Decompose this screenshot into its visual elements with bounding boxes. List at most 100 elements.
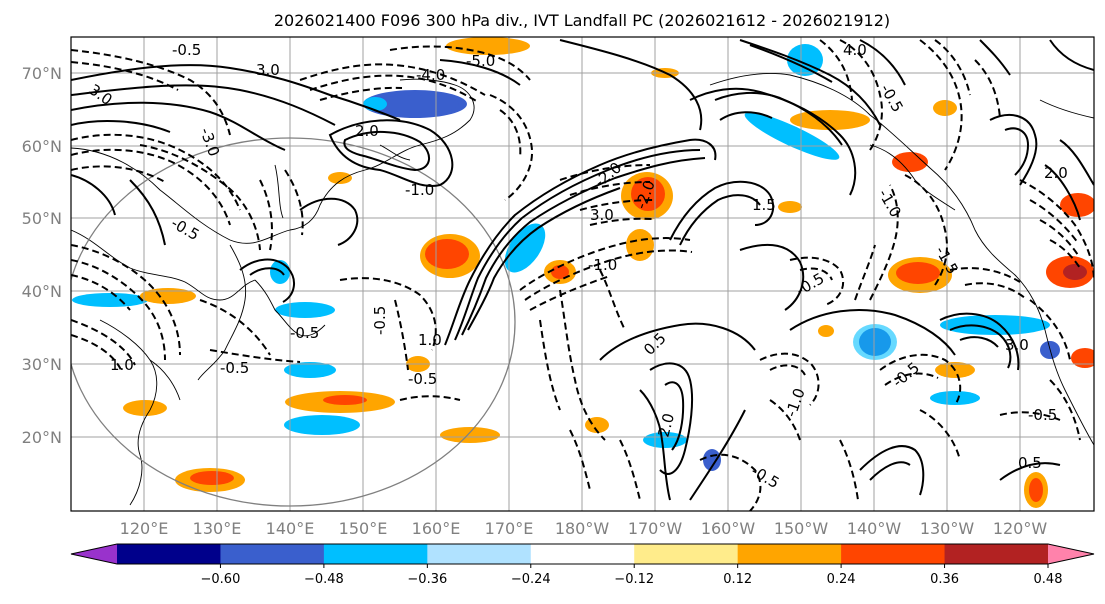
shade-patch — [284, 362, 336, 378]
shade-patch — [1063, 264, 1087, 280]
contour-label: 1.0 — [110, 356, 134, 374]
shade-patch — [1029, 478, 1043, 502]
contour-label: 1.5 — [752, 196, 776, 214]
contour-label: -5.0 — [466, 52, 495, 70]
colorbar-tick-label: −0.24 — [511, 572, 551, 587]
contour-label: 0.5 — [1018, 454, 1042, 472]
shade-patch — [790, 110, 870, 130]
shade-patch — [940, 315, 1050, 335]
shade-patch — [744, 112, 840, 160]
contour-label: -0.5 — [172, 41, 201, 59]
lon-label: 130°E — [193, 519, 242, 538]
contour-label: -0.5 — [1028, 406, 1057, 424]
colorbar-swatch — [944, 544, 1049, 564]
contour-label: -1.0 — [405, 181, 434, 199]
lon-label: 130°W — [920, 519, 975, 538]
shade-patch — [284, 415, 360, 435]
contour-label: 3.0 — [256, 61, 280, 79]
contour-label: 3.0 — [590, 206, 614, 224]
lon-label: 120°W — [993, 519, 1048, 538]
coastlines — [71, 72, 1094, 506]
shade-patch — [504, 223, 546, 273]
contour-label: -0.5 — [371, 306, 389, 335]
shade-patch — [631, 177, 665, 211]
lon-label: 180°W — [555, 519, 610, 538]
contour-label: 1.0 — [418, 331, 442, 349]
colorbar-tick-label: 0.36 — [930, 572, 959, 587]
contour-label: 3.0 — [1005, 336, 1029, 354]
colorbar-outline — [70, 543, 1095, 565]
lon-label: 170°W — [628, 519, 683, 538]
contour-label: 2.0 — [355, 122, 379, 140]
colorbar-extend-high — [1048, 544, 1094, 564]
colorbar-swatch — [220, 544, 325, 564]
shade-patch — [930, 391, 980, 405]
colorbar-tick-label: 0.24 — [827, 572, 856, 587]
colorbar-tick-label: −0.12 — [614, 572, 654, 587]
shade-patch — [72, 293, 148, 307]
colorbar-swatch — [530, 544, 635, 564]
lat-label: 40°N — [22, 282, 62, 301]
colorbar-swatch — [737, 544, 842, 564]
map-frame — [70, 36, 1095, 512]
shade-patch — [363, 97, 387, 111]
shade-patch — [371, 95, 459, 113]
colorbar-tick-label: 0.12 — [723, 572, 752, 587]
longitude-labels: 120°E 130°E 140°E 150°E 160°E 170°E 180°… — [120, 519, 1048, 538]
shade-patch — [425, 239, 469, 269]
colorbar-extend-low — [71, 544, 117, 564]
shade-patch — [853, 324, 897, 360]
contour-label: -0.5 — [290, 324, 319, 342]
contour-label: -0.5 — [408, 370, 437, 388]
contour-label: -0.5 — [220, 359, 249, 377]
lat-label: 20°N — [22, 428, 62, 447]
lon-label: 170°E — [485, 519, 534, 538]
shade-patch — [1060, 193, 1094, 217]
lat-label: 70°N — [22, 64, 62, 83]
colorbar: −0.60 −0.48 −0.36 −0.24 −0.12 0.12 0.24 0.36 0.4… — [70, 543, 1095, 587]
colorbar-tick-label: −0.60 — [201, 572, 241, 587]
contour-label: 2.0 — [654, 411, 678, 439]
colorbar-swatch — [634, 544, 739, 564]
shade-patch — [440, 427, 500, 443]
shade-patch — [123, 400, 167, 416]
shade-patch — [787, 44, 823, 76]
colorbar-tick-label: −0.48 — [304, 572, 344, 587]
colorbar-swatch — [117, 544, 221, 564]
lon-label: 160°E — [412, 519, 461, 538]
lat-label: 50°N — [22, 209, 62, 228]
shade-patch — [323, 395, 367, 405]
negative-contours — [71, 39, 1094, 511]
shade-patch — [275, 302, 335, 318]
lon-label: 120°E — [120, 519, 169, 538]
shade-patch — [778, 201, 802, 213]
lon-label: 140°W — [847, 519, 902, 538]
contour-label: 4.0 — [843, 41, 867, 59]
shade-patch — [933, 100, 957, 116]
figure-title: 2026021400 F096 300 hPa div., IVT Landfa… — [274, 11, 890, 30]
contour-label: 2.0 — [1044, 164, 1068, 182]
map-panel: -0.5 3.0 -5.0 -4.0 2.0 -3.0 -1.0 1.0 -2.… — [70, 36, 1095, 512]
positive-contours — [71, 39, 1094, 501]
lon-label: 140°E — [266, 519, 315, 538]
contour-label: -4.0 — [416, 66, 445, 84]
latitude-labels: 70°N 60°N 50°N 40°N 30°N 20°N — [22, 64, 62, 447]
colorbar-tick-label: −0.36 — [407, 572, 447, 587]
landfall-region-circle — [71, 137, 516, 507]
shade-patch — [818, 325, 834, 337]
colorbar-swatch — [323, 544, 428, 564]
lon-label: 160°W — [701, 519, 756, 538]
shade-patch — [896, 262, 940, 284]
colorbar-swatch — [427, 544, 532, 564]
shade-patch — [328, 172, 352, 184]
lon-label: 150°E — [339, 519, 388, 538]
shade-patch — [892, 152, 928, 172]
shade-patch — [626, 229, 654, 261]
shade-patch — [190, 471, 234, 485]
colorbar-swatch — [841, 544, 946, 564]
divergence-shading — [72, 37, 1094, 508]
lat-label: 30°N — [22, 355, 62, 374]
lat-label: 60°N — [22, 137, 62, 156]
shade-patch — [551, 265, 569, 279]
